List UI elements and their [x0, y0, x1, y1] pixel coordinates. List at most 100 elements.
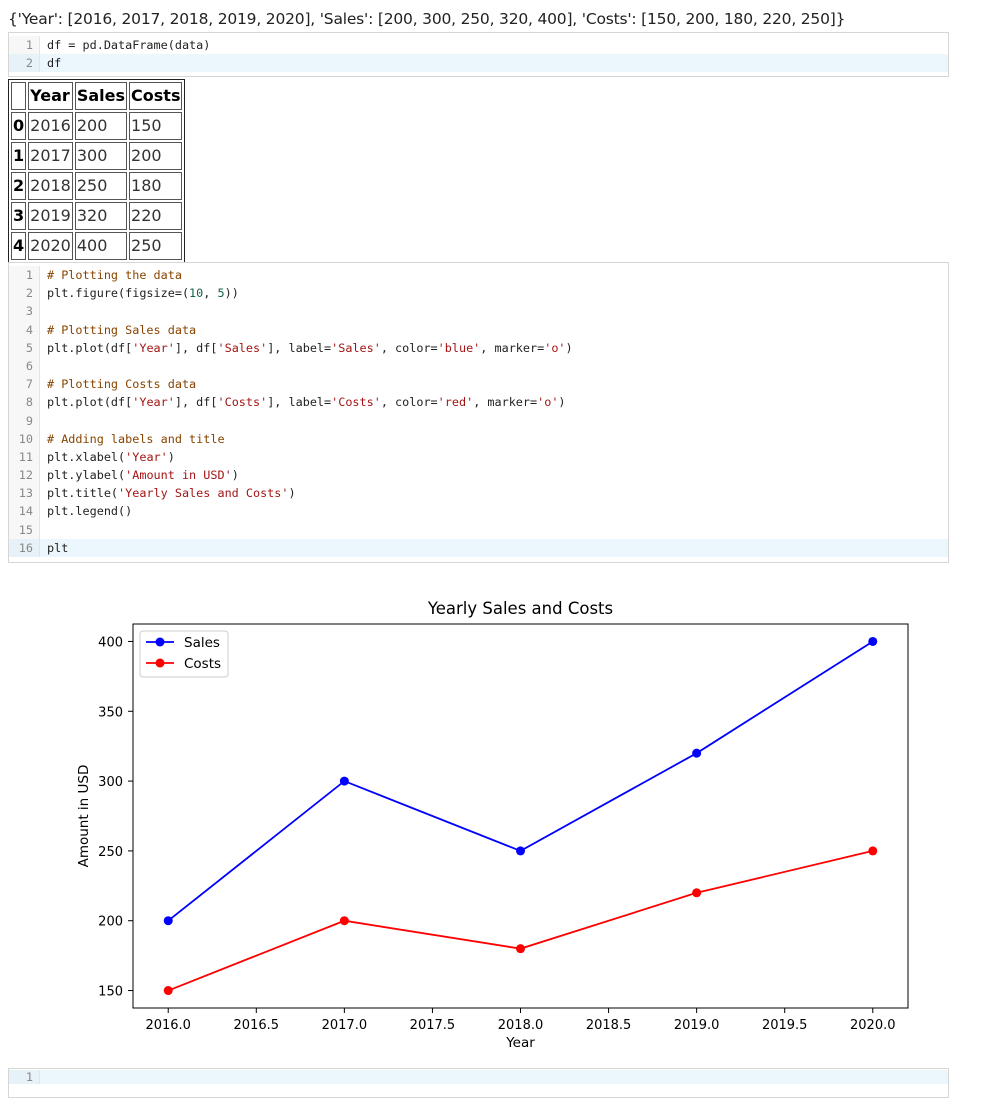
chart-title: Yearly Sales and Costs [427, 599, 613, 618]
code-line[interactable]: 15 [9, 520, 948, 539]
table-cell: 200 [74, 112, 128, 140]
data-point [339, 916, 349, 926]
code-cell-dataframe[interactable]: 1 df = pd.DataFrame(data) 2 df [8, 32, 949, 77]
code-text[interactable]: # Plotting the data [47, 268, 182, 282]
table-cell: 250 [129, 232, 183, 260]
table-cell: 250 [74, 172, 128, 200]
x-axis-label: Year [505, 1035, 535, 1051]
code-line[interactable]: 3 [9, 302, 948, 321]
code-line[interactable]: 13 plt.title('Yearly Sales and Costs') [9, 484, 948, 503]
code-text[interactable] [40, 357, 47, 375]
line-number: 1 [9, 266, 40, 285]
column-header: Costs [129, 82, 183, 110]
y-tick-label: 300 [98, 775, 123, 790]
code-line[interactable]: 8 plt.plot(df['Year'], df['Costs'], label… [9, 393, 948, 412]
line-number: 8 [9, 393, 40, 412]
x-tick-label: 2016.0 [145, 1018, 191, 1033]
table-cell: 2018 [28, 172, 73, 200]
code-text[interactable] [40, 521, 47, 539]
code-text[interactable]: plt.xlabel('Year') [47, 449, 175, 464]
y-tick-label: 200 [98, 915, 123, 930]
code-line[interactable]: 2 plt.figure(figsize=(10, 5)) [9, 284, 948, 303]
code-line[interactable]: 11 plt.xlabel('Year') [9, 447, 948, 467]
code-line[interactable]: 10 # Adding labels and title [9, 429, 948, 448]
data-point [339, 776, 349, 786]
line-number: 11 [9, 447, 40, 467]
code-line[interactable]: 2 df [9, 54, 948, 73]
code-text[interactable]: df = pd.DataFrame(data) [47, 38, 211, 52]
code-text[interactable]: plt.plot(df['Year'], df['Sales'], label=… [47, 340, 573, 355]
code-line[interactable]: 9 [9, 411, 948, 430]
code-line[interactable]: 4 # Plotting Sales data [9, 320, 948, 339]
table-cell: 400 [74, 232, 128, 260]
table-header-row: Year Sales Costs [11, 82, 183, 110]
line-number: 2 [9, 284, 40, 303]
code-text[interactable]: df [47, 56, 62, 71]
code-line[interactable]: 5 plt.plot(df['Year'], df['Sales'], label… [9, 338, 948, 357]
code-text[interactable] [40, 1070, 47, 1084]
line-number: 14 [9, 502, 40, 521]
data-point [868, 846, 878, 856]
code-text[interactable]: plt.title('Yearly Sales and Costs') [47, 486, 296, 501]
code-line[interactable]: 6 [9, 356, 948, 376]
code-line[interactable]: 14 plt.legend() [9, 502, 948, 521]
code-text[interactable] [40, 302, 47, 320]
y-tick-label: 350 [98, 705, 123, 720]
legend-entry: Costs [184, 656, 221, 672]
line-number: 15 [9, 520, 40, 539]
code-text[interactable]: plt.plot(df['Year'], df['Costs'], label=… [47, 395, 566, 410]
code-text[interactable]: plt.ylabel('Amount in USD') [47, 468, 239, 483]
table-cell: 320 [74, 202, 128, 230]
data-point [516, 846, 525, 856]
x-tick-label: 2019.5 [762, 1018, 808, 1033]
line-number: 2 [9, 54, 40, 73]
code-line[interactable]: 7 # Plotting Costs data [9, 375, 948, 394]
legend-entry: Sales [184, 635, 220, 651]
x-tick-label: 2018.0 [498, 1018, 544, 1033]
plot-area [132, 623, 909, 1009]
table-cell: 2019 [28, 202, 73, 230]
table-row: 3 2019 320 220 [11, 202, 183, 230]
line-number: 12 [9, 466, 40, 485]
code-line[interactable]: 1 df = pd.DataFrame(data) [9, 36, 948, 55]
table-cell: 2020 [28, 232, 73, 260]
line-number: 5 [9, 338, 40, 357]
row-index: 4 [11, 232, 27, 260]
y-axis-label: Amount in USD [76, 765, 92, 868]
table-cell: 150 [129, 112, 183, 140]
data-point [163, 916, 173, 926]
code-line[interactable]: 1 # Plotting the data [9, 266, 948, 285]
row-index: 0 [11, 112, 27, 140]
code-text[interactable]: plt [47, 540, 69, 555]
code-text[interactable]: # Plotting Sales data [47, 322, 197, 337]
data-point [516, 944, 525, 954]
x-tick-label: 2016.5 [234, 1018, 280, 1033]
code-line[interactable]: 12 plt.ylabel('Amount in USD') [9, 466, 948, 485]
line-number: 13 [9, 484, 40, 503]
table-cell: 180 [129, 172, 183, 200]
code-text[interactable]: # Adding labels and title [47, 431, 225, 446]
code-cell-plot[interactable]: 1 # Plotting the data 2 plt.figure(figsize=… [8, 262, 949, 563]
code-text[interactable]: plt.figure(figsize=(10, 5)) [47, 286, 239, 301]
line-number: 1 [9, 36, 40, 55]
code-line[interactable]: 16 plt [9, 538, 948, 557]
x-tick-label: 2017.5 [410, 1018, 456, 1033]
data-point [868, 636, 878, 646]
code-text[interactable] [40, 412, 47, 430]
code-text[interactable]: plt.legend() [47, 504, 133, 519]
line-number: 7 [9, 375, 40, 394]
code-text[interactable]: # Plotting Costs data [47, 377, 197, 392]
table-row: 1 2017 300 200 [11, 142, 183, 170]
y-tick-label: 150 [98, 985, 123, 1000]
data-point [692, 888, 702, 898]
code-cell-empty[interactable]: 1 [8, 1068, 949, 1098]
line-number: 16 [9, 538, 40, 557]
x-tick-label: 2020.0 [850, 1018, 896, 1033]
row-index: 3 [11, 202, 27, 230]
x-tick-label: 2018.5 [586, 1018, 632, 1033]
row-index: 2 [11, 172, 27, 200]
code-line[interactable]: 1 [9, 1070, 948, 1084]
table-cell: 2017 [28, 142, 73, 170]
y-tick-label: 250 [98, 845, 123, 860]
line-number: 3 [9, 302, 40, 321]
